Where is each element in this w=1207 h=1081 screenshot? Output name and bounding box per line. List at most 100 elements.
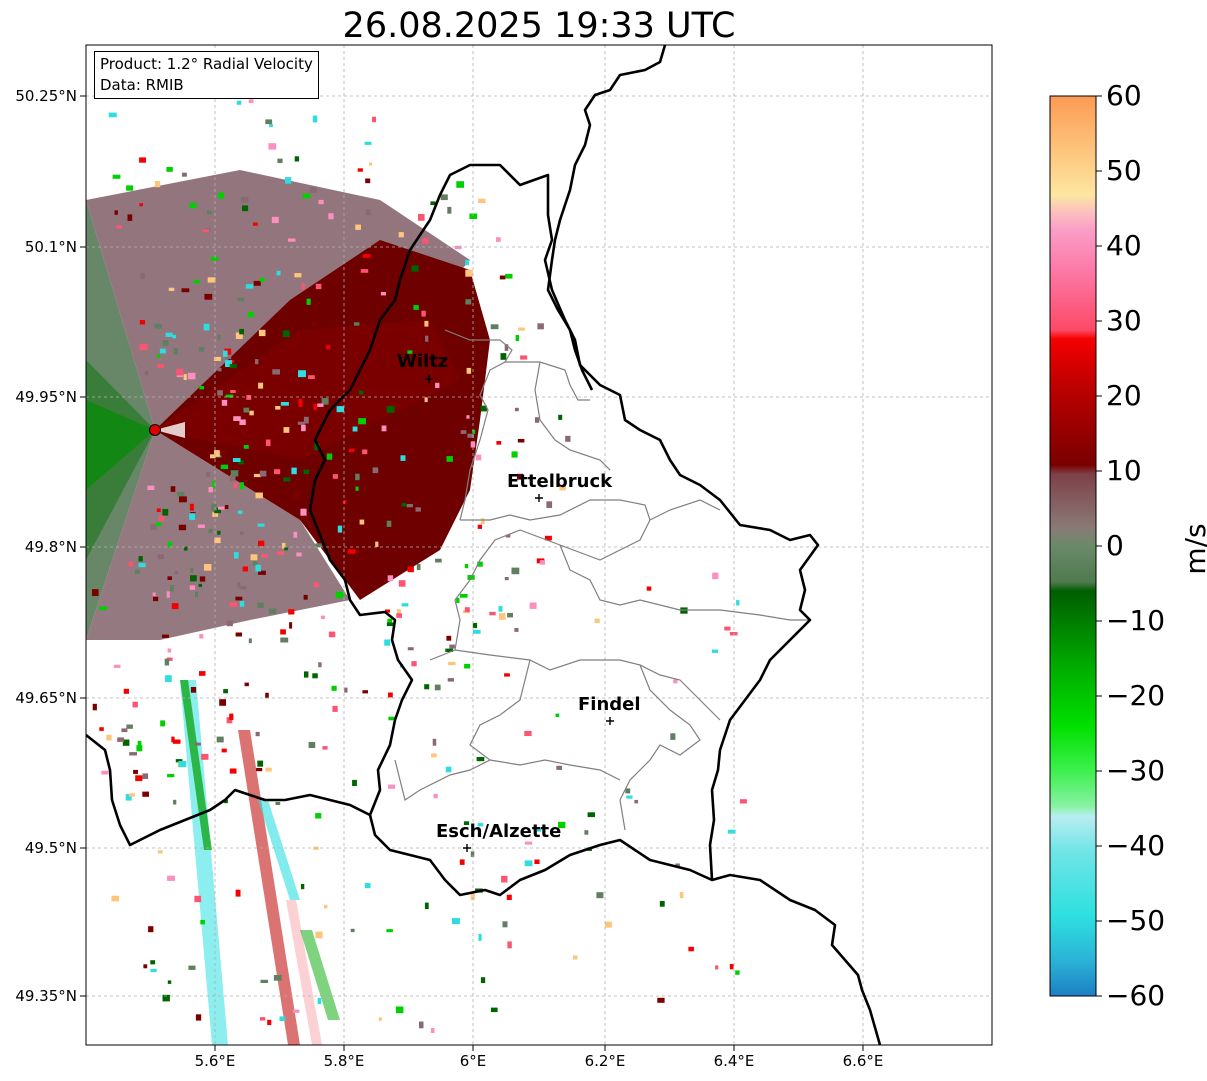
radar-echo-pixel [235,332,243,339]
radar-echo-pixel [217,530,221,535]
radar-echo-pixel [472,429,476,434]
radar-echo-pixel [190,687,197,693]
radar-echo-pixel [311,321,317,327]
radar-echo-pixel [176,374,183,378]
radar-echo-pixel [464,663,471,669]
radar-echo-pixel [469,213,478,219]
radar-echo-pixel [157,364,164,368]
radar-echo-pixel [465,259,469,266]
radar-echo-pixel [535,417,540,423]
radar-echo-pixel [214,537,221,544]
radar-echo-pixel [206,472,211,478]
radar-echo-pixel [407,647,414,651]
colorbar-tick-label: 40 [1106,229,1142,262]
radar-echo-pixel [490,1007,498,1013]
radar-echo-pixel [237,582,241,588]
colorbar-tick-label: −20 [1106,679,1166,712]
radar-echo-pixel [556,765,563,770]
radar-echo-pixel [365,178,371,184]
radar-echo-pixel [268,143,277,150]
radar-echo-pixel [140,272,145,280]
radar-echo-pixel [269,124,273,127]
radar-echo-pixel [313,404,317,410]
radar-echo-pixel [168,287,175,291]
radar-echo-pixel [194,895,202,903]
colorbar-tick-label: −50 [1106,904,1166,937]
colorbar [1049,95,1097,997]
radar-echo-pixel [249,410,254,416]
radar-echo-pixel [315,813,322,819]
radar-echo-pixel [262,419,270,424]
radar-echo-pixel [142,773,149,779]
radar-echo-pixel [165,332,173,337]
radar-echo-pixel [357,168,363,172]
radar-echo-pixel [253,280,261,286]
radar-echo-pixel [187,372,196,380]
radar-echo-pixel [135,775,143,782]
radar-echo-pixel [401,603,409,607]
radar-echo-pixel [451,918,460,925]
radar-echo-pixel [507,941,512,949]
radar-echo-pixel [173,348,178,355]
radar-echo-pixel [407,350,413,354]
radar-echo-pixel [740,799,747,804]
radar-echo-pixel [326,345,331,350]
radar-echo-pixel [188,965,196,970]
city-markers [425,375,614,852]
radar-echo-pixel [113,664,121,668]
radar-echo-pixel [242,566,248,572]
radar-echo-pixel [465,299,472,305]
radar-echo-pixel [171,736,175,743]
radar-echo-pixel [396,613,402,618]
radar-echo-pixel [290,418,297,422]
radar-echo-pixel [183,374,187,380]
radar-echo-pixel [282,330,290,338]
radar-echo-pixel [565,435,571,442]
radar-echo-pixel [424,320,429,327]
radar-echo-pixel [477,524,482,529]
radar-echo-pixel [464,563,469,569]
radar-echo-pixel [646,586,652,591]
radar-echo-pixel [234,552,239,559]
radar-echo-pixel [344,687,348,693]
lon-label: 6.2°E [584,1052,626,1070]
radar-echo-pixel [176,368,184,376]
radar-echo-pixel [157,850,163,854]
radar-echo-pixel [194,742,201,746]
radar-echo-pixel [478,198,486,203]
radar-echo-pixel [281,542,286,549]
radar-echo-pixel [126,724,133,729]
radar-echo-pixel [255,492,263,499]
radar-echo-pixel [280,629,286,635]
radar-echo-pixel [460,430,467,434]
plot-frame [85,44,993,1046]
radar-echo-pixel [226,620,233,627]
colorbar-tick-label: −40 [1106,829,1166,862]
radar-site-marker[interactable] [149,424,161,436]
radar-echo-pixel [315,543,322,548]
radar-echo-pixel [511,451,518,458]
radar-echo-pixel [605,921,612,928]
radar-echo-pixel [217,390,223,396]
radar-echo-pixel [387,575,394,582]
radar-echo-pixel [312,115,318,123]
radar-echo-pixel [735,970,740,975]
radar-echo-pixel [424,397,428,403]
radar-echo-pixel [398,232,404,238]
radar-echo-pixel [352,779,357,786]
radar-echo-pixel [198,583,203,587]
radar-echo-pixel [112,174,121,179]
radar-echo-pixel [517,439,525,443]
radar-echo-pixel [199,633,204,639]
radar-echo-pixel [174,571,179,575]
radar-echo-pixel [292,491,301,498]
radar-echo-pixel [449,644,455,649]
radar-echo-pixel [224,356,232,360]
radar-echo-pixel [300,508,307,516]
canton-boundaries [394,329,810,831]
radar-echo-pixel [255,359,259,365]
lat-label: 49.8°N [24,538,77,556]
radar-echo-pixel [454,245,462,250]
lat-label: 49.35°N [15,987,77,1005]
data-source-label: Data: RMIB [100,76,184,94]
